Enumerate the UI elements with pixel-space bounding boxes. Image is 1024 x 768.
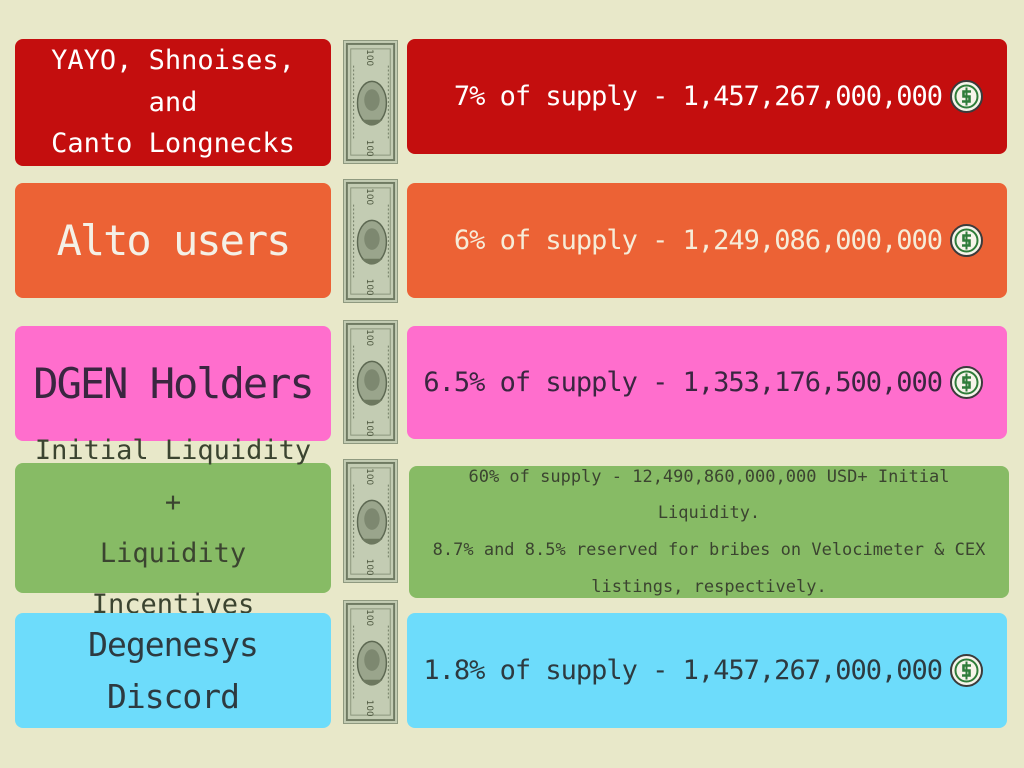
allocation-row-yayo: YAYO, Shnoises, and Canto Longnecks 100 1… [0,39,1024,166]
allocation-value: 7% of supply - 1,457,267,000,000 [453,81,943,112]
hundred-dollar-bill-icon: 100 100 [343,179,398,303]
allocation-value: 6% of supply - 1,249,086,000,000 [453,225,943,256]
allocation-value-box: 6% of supply - 1,249,086,000,000 [407,183,1007,298]
svg-text:100: 100 [364,329,374,346]
allocation-label: Degenesys Discord [88,625,259,716]
hundred-dollar-bill-icon: 100 100 [343,600,398,724]
svg-text:100: 100 [364,140,374,157]
allocation-label-line: Initial Liquidity + [34,435,312,518]
allocation-label-box: DGEN Holders [15,326,331,441]
svg-text:100: 100 [364,49,374,66]
svg-text:100: 100 [364,468,374,485]
allocation-label-line: YAYO, Shnoises, and [51,44,295,118]
allocation-value-line: 8.7% and 8.5% reserved for bribes on Vel… [432,540,986,560]
hundred-dollar-bill-icon: 100 100 [343,40,398,164]
allocation-label-box: YAYO, Shnoises, and Canto Longnecks [15,39,331,166]
svg-text:100: 100 [364,559,374,576]
allocation-row-discord: Degenesys Discord 100 100 1.8% of supply … [0,600,1024,728]
allocation-label-box: Initial Liquidity + Liquidity Incentives [15,435,331,620]
svg-text:100: 100 [364,700,374,717]
dollar-coin-icon [950,654,983,687]
svg-text:100: 100 [364,188,374,205]
svg-text:100: 100 [364,609,374,626]
allocation-label-box: Degenesys Discord [15,613,331,728]
allocation-row-alto: Alto users 100 100 6% of supply - 1,249,0… [0,179,1024,303]
hundred-dollar-bill-icon: 100 100 [343,320,398,444]
allocation-value-box: 60% of supply - 12,490,860,000,000 USD+ … [409,466,1009,598]
allocation-label-line: Canto Longnecks [51,128,295,160]
allocation-label: DGEN Holders [33,358,314,408]
allocation-value-line: listings, respectively. [591,576,827,597]
allocation-value: 6.5% of supply - 1,353,176,500,000 [423,367,943,398]
allocation-value-box: 1.8% of supply - 1,457,267,000,000 [407,613,1007,728]
allocation-label-box: Alto users [15,183,331,298]
allocation-row-liquidity: Initial Liquidity + Liquidity Incentives… [0,435,1024,620]
allocation-value: 1.8% of supply - 1,457,267,000,000 [423,655,943,686]
dollar-coin-icon [950,80,983,113]
allocation-value-box: 6.5% of supply - 1,353,176,500,000 [407,326,1007,439]
allocation-value-box: 7% of supply - 1,457,267,000,000 [407,39,1007,154]
hundred-dollar-bill-icon: 100 100 [343,459,398,583]
allocation-value-line: 60% of supply - 12,490,860,000,000 USD+ … [468,466,950,524]
allocation-row-dgen: DGEN Holders 100 100 6.5% of supply - 1,3… [0,320,1024,444]
allocation-label: Alto users [56,215,292,265]
svg-text:100: 100 [364,420,374,437]
dollar-coin-icon [950,224,983,257]
dollar-coin-icon [950,366,983,399]
svg-text:100: 100 [364,279,374,296]
